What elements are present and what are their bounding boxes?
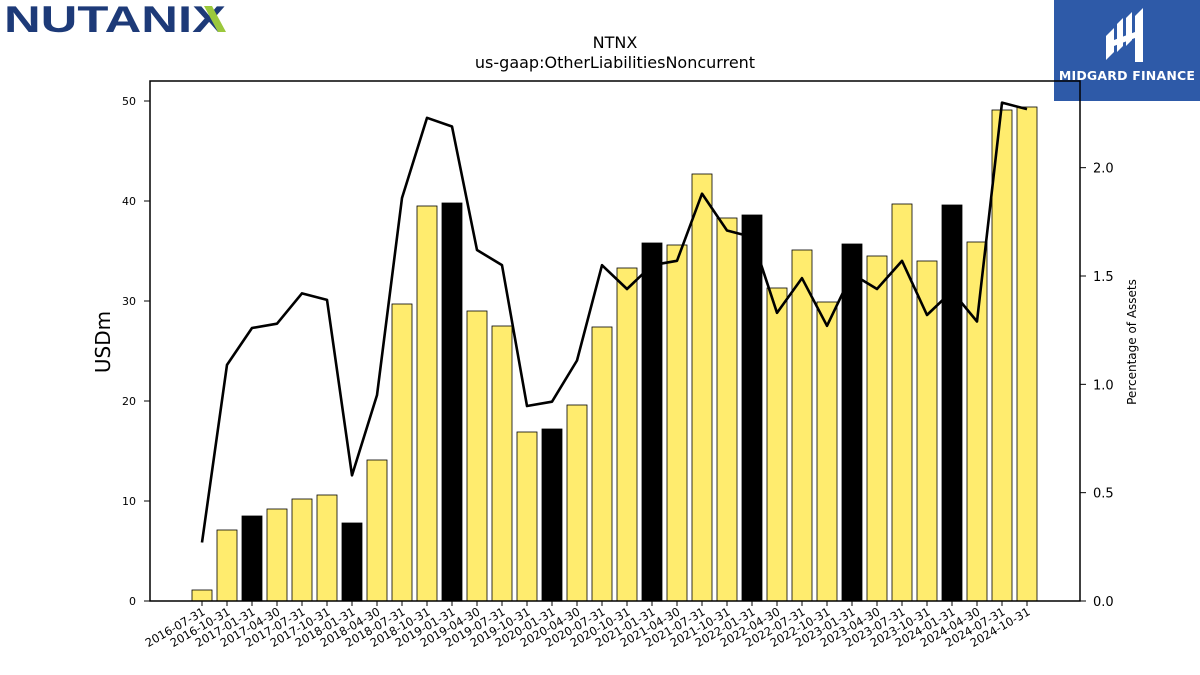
bar	[941, 204, 963, 602]
y2-axis-label: Percentage of Assets	[1125, 279, 1139, 405]
bar	[1016, 106, 1038, 602]
bar	[441, 202, 463, 602]
percentage-line	[200, 101, 1028, 543]
bar	[716, 217, 738, 602]
y2-tick-label: 1.5	[1093, 270, 1114, 285]
bar	[466, 310, 488, 602]
bar	[316, 494, 338, 602]
bar	[341, 522, 363, 602]
y-tick-label: 40	[122, 195, 136, 208]
bar	[516, 431, 538, 602]
nutanix-x-accent	[204, 6, 226, 32]
bar	[541, 428, 563, 602]
bar	[816, 301, 838, 602]
bar	[241, 515, 263, 602]
y-tick-label: 30	[122, 295, 136, 308]
chart-subtitle: us-gaap:OtherLiabilitiesNoncurrent	[475, 53, 755, 72]
bar	[616, 267, 638, 602]
bar	[641, 242, 663, 602]
plot-frame	[149, 80, 1081, 602]
midgard-finance-logo: MIDGARD FINANCE	[1054, 0, 1200, 101]
y2-tick-label: 2.0	[1093, 162, 1114, 177]
y-tick-label: 10	[122, 495, 136, 508]
bar	[566, 404, 588, 602]
bar	[741, 214, 763, 602]
chart-title: NTNX	[593, 33, 638, 52]
y2-tick-label: 1.0	[1093, 378, 1114, 393]
bar	[216, 529, 238, 602]
bar	[391, 303, 413, 602]
bar	[591, 326, 613, 602]
bar	[866, 255, 888, 602]
y-tick-label: 0	[129, 595, 136, 608]
bar	[966, 241, 988, 602]
nutanix-logo-text: NUTANIX	[4, 2, 226, 36]
bar	[366, 459, 388, 602]
bar	[666, 244, 688, 602]
bar	[766, 287, 788, 602]
y2-tick-label: 0.0	[1093, 595, 1114, 610]
bar	[416, 205, 438, 602]
plot-area: 010203040500.00.51.01.52.02016-07-312016…	[122, 80, 1114, 650]
y-tick-label: 20	[122, 395, 136, 408]
midgard-emblem-icon	[1106, 8, 1143, 62]
bar	[691, 173, 713, 602]
y-tick-label: 50	[122, 95, 136, 108]
y-axis-label: USDm	[91, 311, 115, 373]
bar	[841, 243, 863, 602]
bar	[266, 508, 288, 602]
y2-tick-label: 0.5	[1093, 487, 1114, 502]
bar	[791, 249, 813, 602]
midgard-brand-label: MIDGARD FINANCE	[1058, 68, 1196, 83]
bar	[191, 589, 213, 602]
bar	[291, 498, 313, 602]
nutanix-logo: NUTANIX	[4, 2, 226, 36]
bar	[991, 109, 1013, 602]
bar	[491, 325, 513, 602]
